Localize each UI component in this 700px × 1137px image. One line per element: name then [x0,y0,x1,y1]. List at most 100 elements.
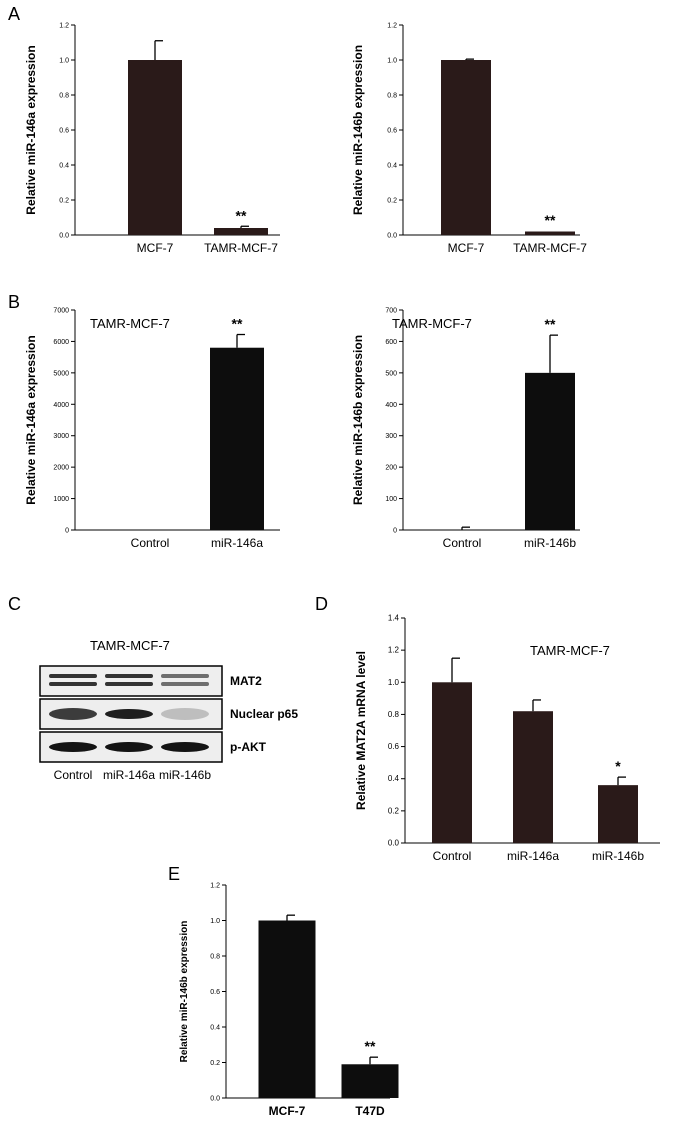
blot-band [49,682,97,686]
y-tick-label: 0.0 [388,839,400,848]
y-tick-label: 1.0 [59,58,69,65]
y-tick-label: 1000 [53,496,69,503]
panel-label-c: C [8,594,21,614]
significance-marker: ** [545,212,556,228]
panel-label-e: E [168,864,180,884]
blot-band [161,742,209,752]
y-tick-label: 700 [385,308,397,315]
y-axis-label: Relative MAT2A mRNA level [354,651,368,810]
y-axis-label: Relative miR-146a expression [24,335,38,504]
blot-rows: MAT2 Nuclear p65 p-AKT Control miR-146a miR-1… [39,665,298,782]
blot-band [105,682,153,686]
y-tick-label: 500 [385,370,397,377]
y-tick-label: 3000 [53,433,69,440]
category-label: MCF-7 [269,1104,306,1118]
bar [214,228,268,235]
y-tick-label: 0.0 [59,233,69,240]
significance-marker: ** [365,1038,376,1054]
y-tick-label: 2000 [53,465,69,472]
category-label: T47D [355,1104,385,1118]
blot-band [161,708,209,720]
blot-title: TAMR-MCF-7 [90,638,170,653]
chart-b2: 0 100 200 300 400 500 600 700 Relative miR-146b … [351,308,580,550]
blot-band [105,674,153,678]
significance-marker: ** [236,207,247,223]
category-label: MCF-7 [448,241,485,255]
category-label: TAMR-MCF-7 [513,241,587,255]
y-axis-label: Relative miR-146b expression [351,45,365,215]
y-tick-label: 200 [385,465,397,472]
y-tick-label: 600 [385,339,397,346]
category-label: miR-146b [592,849,644,863]
y-tick-label: 0.2 [388,806,400,815]
y-tick-label: 0.4 [210,1025,220,1032]
bar [525,231,575,235]
y-tick-label: 0.4 [387,163,397,170]
chart-a2: 0.0 0.2 0.4 0.6 0.8 1.0 1.2 Relative miR-146b e… [351,23,587,256]
blot-row: p-AKT [39,731,267,763]
y-tick-label: 0.0 [210,1096,220,1103]
bar [525,372,575,530]
y-tick-label: 1.2 [388,646,400,655]
chart-b1: 0 1000 2000 3000 4000 5000 6000 7000 Relative mi… [24,308,280,550]
y-tick-label: 0.2 [387,198,397,205]
blot-band [49,674,97,678]
y-tick-label: 1.2 [210,883,220,890]
category-label: Control [443,536,482,550]
bar [258,920,316,1098]
blot-row-label: MAT2 [230,674,262,688]
y-tick-label: 0.8 [210,954,220,961]
bar [341,1064,399,1098]
y-tick-label: 300 [385,433,397,440]
y-tick-label: 100 [385,496,397,503]
category-label: Control [131,536,170,550]
y-tick-label: 0.6 [210,989,220,996]
y-axis-label: Relative miR-146b expression [179,921,190,1063]
chart-title: TAMR-MCF-7 [392,316,472,331]
blot-band [105,709,153,719]
bar [513,711,553,843]
blot-lane-label: miR-146b [159,768,211,782]
category-label: TAMR-MCF-7 [204,241,278,255]
category-label: Control [433,849,472,863]
y-tick-label: 400 [385,402,397,409]
category-label: miR-146b [524,536,576,550]
chart-a1: 0.0 0.2 0.4 0.6 0.8 1.0 1.2 Relative miR-146a e… [24,23,280,255]
chart-d: 0.0 0.2 0.4 0.6 0.8 1.0 1.2 1.4 Relative MAT2A m… [354,614,660,863]
bar [128,60,182,235]
y-tick-label: 0.0 [387,233,397,240]
blot-band [105,742,153,752]
bar [210,347,264,530]
blot-row-label: Nuclear p65 [230,707,298,721]
panel-label-b: B [8,292,20,312]
y-tick-label: 4000 [53,402,69,409]
y-tick-label: 0.4 [388,774,400,783]
blot-band [49,742,97,752]
y-tick-label: 0.6 [387,128,397,135]
y-tick-label: 1.2 [59,23,69,30]
y-tick-label: 1.0 [210,918,220,925]
chart-e: 0.0 0.2 0.4 0.6 0.8 1.0 1.2 Relative miR-146b e… [179,883,399,1118]
chart-title: TAMR-MCF-7 [530,643,610,658]
bar [598,785,638,843]
charts-layer: 0.0 0.2 0.4 0.6 0.8 1.0 1.2 Relative miR-146a e… [24,23,660,1118]
bar [441,60,491,235]
blot-lane-label: Control [54,768,93,782]
y-tick-label: 1.4 [388,614,400,623]
blot-row: MAT2 [39,665,262,697]
western-blot: TAMR-MCF-7 MAT2 Nuclear p65 p-AKT Control mi… [39,638,298,782]
y-tick-label: 0.8 [388,710,400,719]
significance-marker: ** [232,316,243,332]
y-tick-label: 0 [393,528,397,535]
y-tick-label: 0 [65,528,69,535]
y-tick-label: 0.6 [59,128,69,135]
category-label: miR-146a [211,536,263,550]
y-tick-label: 6000 [53,339,69,346]
category-label: MCF-7 [137,241,174,255]
significance-marker: * [615,758,621,774]
y-tick-label: 0.8 [387,93,397,100]
blot-strip [39,665,223,697]
panel-label-d: D [315,594,328,614]
y-tick-label: 1.0 [387,58,397,65]
